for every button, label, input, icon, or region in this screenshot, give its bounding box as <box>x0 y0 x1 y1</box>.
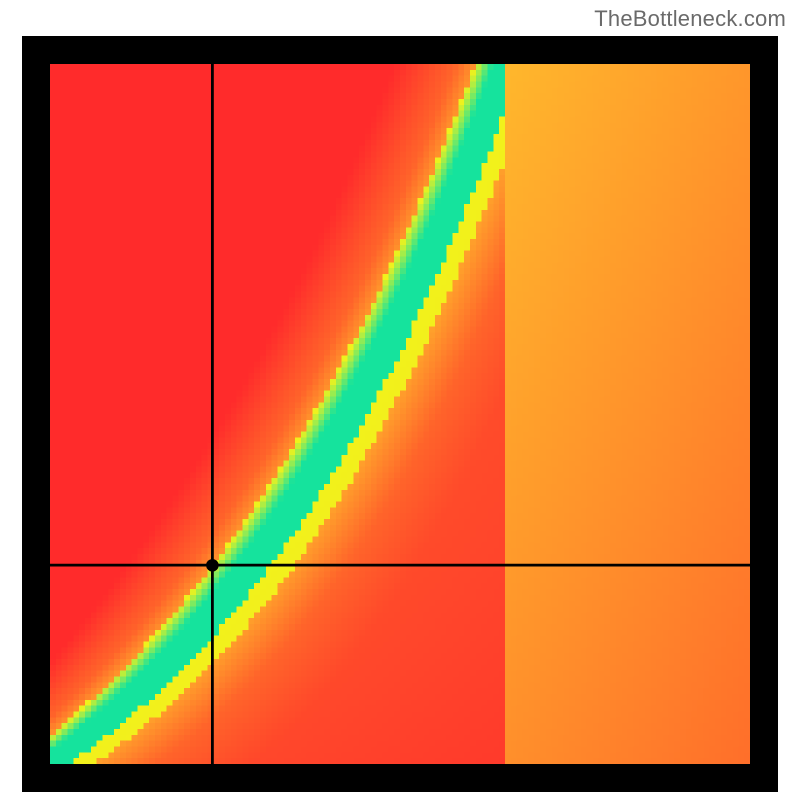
crosshair-overlay <box>50 64 750 764</box>
plot-outer-frame <box>22 36 778 792</box>
watermark-text: TheBottleneck.com <box>594 6 786 32</box>
chart-root: TheBottleneck.com <box>0 0 800 800</box>
plot-inner <box>50 64 750 764</box>
